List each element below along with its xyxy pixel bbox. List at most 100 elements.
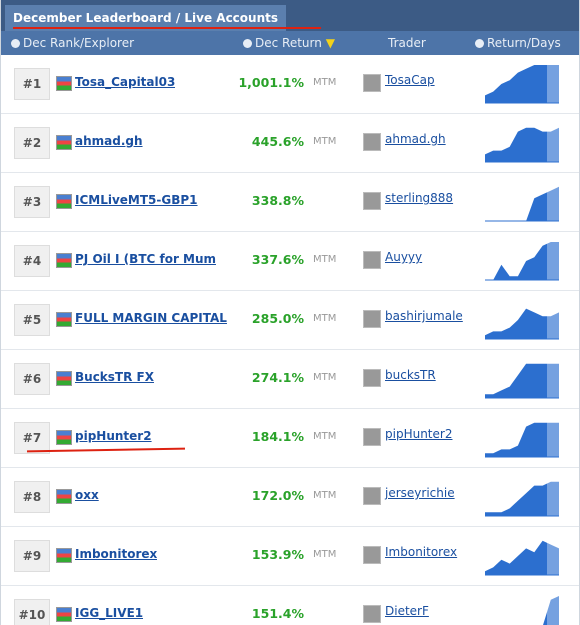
account-link[interactable]: pipHunter2 <box>75 429 152 443</box>
sparkline <box>485 358 559 399</box>
row: #7 pipHunter2 184.1% MTM pipHunter2 <box>1 409 579 468</box>
mtm-label: MTM <box>313 490 337 501</box>
sparkline <box>543 594 559 625</box>
sparkline-area <box>485 540 559 575</box>
return: 153.9% <box>251 547 304 562</box>
account-link[interactable]: ahmad.gh <box>75 134 143 148</box>
return: 338.8% <box>251 193 304 208</box>
column-label: Return/Days <box>487 36 561 50</box>
mtm-label: MTM <box>313 77 337 88</box>
column[interactable]: Dec Return ▼ <box>243 31 335 55</box>
top-bar: December Leaderboard / Live Accounts <box>1 0 579 31</box>
flag-icon <box>56 194 72 209</box>
avatar <box>363 369 381 387</box>
account-link[interactable]: Tosa_Capital03 <box>75 75 176 89</box>
row: #4 PJ Oil I (BTC for Mum 337.6% MTM Auyyy <box>1 232 579 291</box>
row: #10 IGG_LIVE1 151.4% DieterF <box>1 586 579 625</box>
return: 274.1% <box>251 370 304 385</box>
sparkline-band <box>547 299 559 339</box>
mtm-label: MTM <box>313 313 337 324</box>
flag-icon <box>56 135 72 150</box>
annotation-underline <box>13 27 321 29</box>
trader-link[interactable]: sterling888 <box>385 191 454 205</box>
flag-icon <box>56 607 72 622</box>
sparkline-band <box>547 63 559 103</box>
trader-link[interactable]: bashirjumale <box>385 309 463 323</box>
sparkline <box>485 63 559 104</box>
avatar <box>363 74 381 92</box>
account-link[interactable]: IGG_LIVE1 <box>75 606 144 620</box>
account-link[interactable]: FULL MARGIN CAPITAL <box>75 311 227 325</box>
rank: #7 <box>14 422 50 454</box>
rank: #2 <box>14 127 50 159</box>
trader-link[interactable]: Auyyy <box>385 250 423 264</box>
flag-icon <box>56 548 72 563</box>
sparkline-area <box>485 481 559 516</box>
sparkline <box>485 299 559 340</box>
trader-link[interactable]: DieterF <box>385 604 429 618</box>
rank: #8 <box>14 481 50 513</box>
trader-link[interactable]: bucksTR <box>385 368 436 382</box>
sparkline-area <box>543 596 559 625</box>
trader-link[interactable]: Imbonitorex <box>385 545 458 559</box>
column-label: Dec Rank/Explorer <box>23 36 135 50</box>
sparkline-band <box>547 594 559 625</box>
avatar <box>363 133 381 151</box>
sparkline <box>485 240 559 281</box>
avatar <box>363 605 381 623</box>
account-link[interactable]: Imbonitorex <box>75 547 158 561</box>
return: 184.1% <box>251 429 304 444</box>
sparkline-band <box>547 181 559 221</box>
trader-link[interactable]: jerseyrichie <box>385 486 455 500</box>
sparkline-area <box>485 363 559 398</box>
column[interactable]: Dec Rank/Explorer <box>11 31 134 55</box>
row: #1 Tosa_Capital03 1,001.1% MTM TosaCap <box>1 55 579 114</box>
trader-link[interactable]: ahmad.gh <box>385 132 446 146</box>
account-link[interactable]: ICMLiveMT5-GBP1 <box>75 193 198 207</box>
row: #5 FULL MARGIN CAPITAL 285.0% MTM bashirjuma… <box>1 291 579 350</box>
row: #2 ahmad.gh 445.6% MTM ahmad.gh <box>1 114 579 173</box>
row: #6 BucksTR FX 274.1% MTM bucksTR <box>1 350 579 409</box>
mtm-label: MTM <box>313 431 337 442</box>
trader-link[interactable]: pipHunter2 <box>385 427 453 441</box>
avatar <box>363 192 381 210</box>
flag-icon <box>56 489 72 504</box>
avatar <box>363 487 381 505</box>
rank: #3 <box>14 186 50 218</box>
mtm-label: MTM <box>313 254 337 265</box>
sparkline-band <box>547 358 559 398</box>
rank: #10 <box>14 599 50 625</box>
mtm-label: MTM <box>313 372 337 383</box>
flag-icon <box>56 312 72 327</box>
account-link[interactable]: BucksTR FX <box>75 370 154 384</box>
tab[interactable]: December Leaderboard / Live Accounts <box>5 5 287 31</box>
rank: #9 <box>14 540 50 572</box>
column-label: Dec Return <box>255 36 322 50</box>
row: #8 oxx 172.0% MTM jerseyrichie <box>1 468 579 527</box>
avatar <box>363 310 381 328</box>
trader-link[interactable]: TosaCap <box>385 73 435 87</box>
avatar <box>363 251 381 269</box>
rank: #4 <box>14 245 50 277</box>
sparkline <box>485 417 559 458</box>
sparkline-area <box>485 242 559 280</box>
column-header: Dec Rank/Explorer Dec Return ▼ Trader Re… <box>1 31 579 55</box>
return: 285.0% <box>251 311 304 326</box>
return: 337.6% <box>251 252 304 267</box>
sparkline <box>485 122 559 163</box>
return: 151.4% <box>251 606 304 621</box>
sparkline-area <box>485 127 559 162</box>
flag-icon <box>56 371 72 386</box>
return: 445.6% <box>251 134 304 149</box>
sparkline-band <box>547 122 559 162</box>
sparkline-area <box>485 65 559 103</box>
column[interactable]: Trader <box>388 31 426 55</box>
flag-icon <box>56 430 72 445</box>
sparkline-band <box>547 240 559 280</box>
account-link[interactable]: oxx <box>75 488 99 502</box>
account-link[interactable]: PJ Oil I (BTC for Mum <box>75 252 217 266</box>
sparkline-area <box>485 186 559 221</box>
column[interactable]: Return/Days <box>475 31 561 55</box>
flag-icon <box>56 253 72 268</box>
